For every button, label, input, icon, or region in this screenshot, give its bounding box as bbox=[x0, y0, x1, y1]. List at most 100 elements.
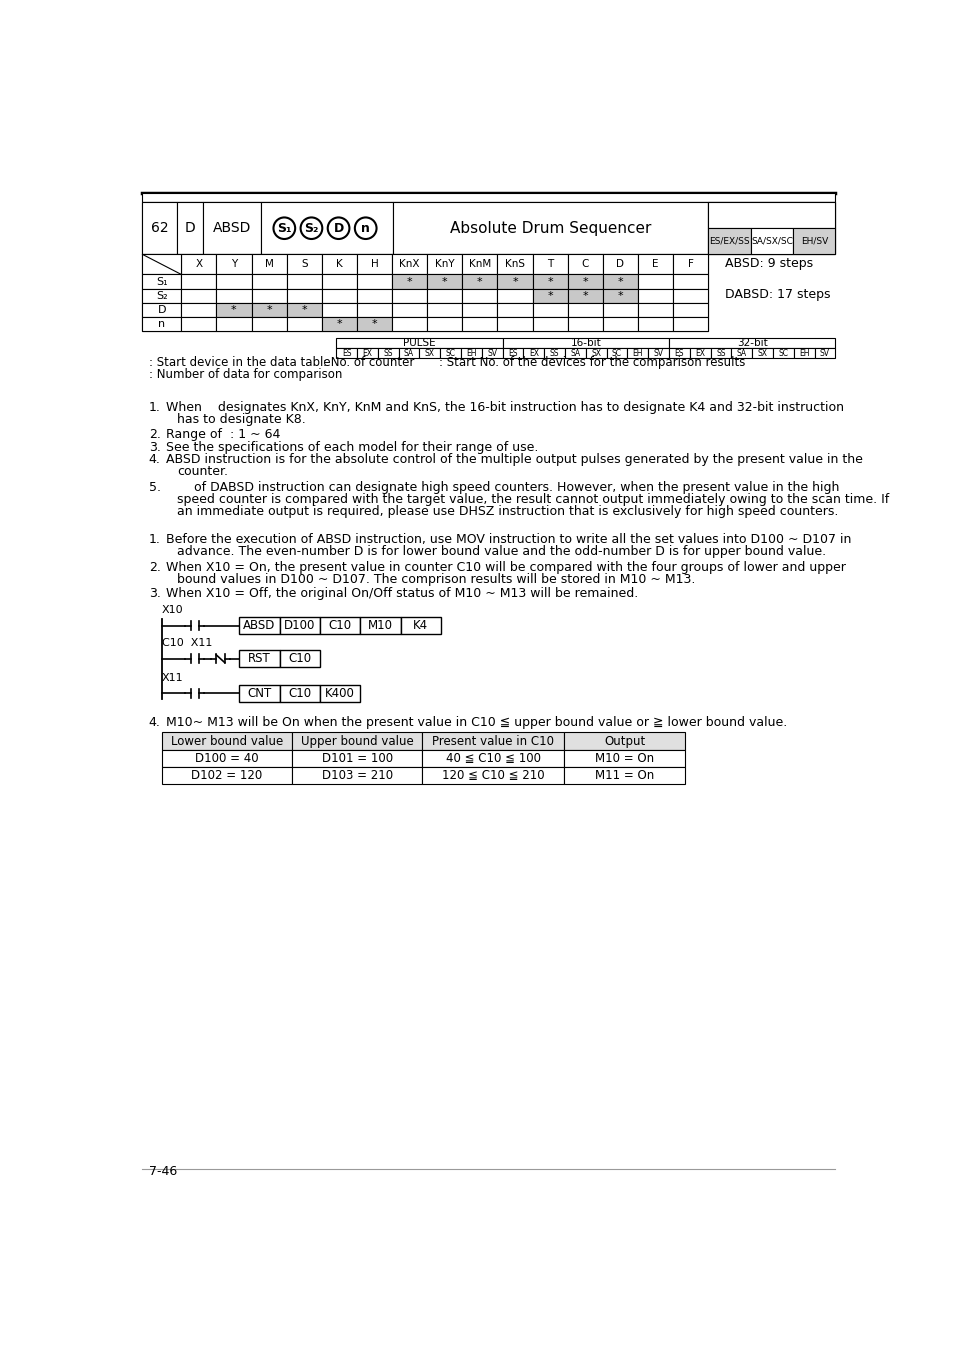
Text: When X10 = Off, the original On/Off status of M10 ~ M13 will be remained.: When X10 = Off, the original On/Off stat… bbox=[166, 587, 638, 599]
Text: EH: EH bbox=[632, 348, 642, 358]
Text: 32-bit: 32-bit bbox=[736, 339, 767, 348]
Bar bbox=[142, 202, 177, 254]
Text: SC: SC bbox=[778, 348, 787, 358]
Bar bbox=[216, 317, 252, 331]
Bar bbox=[427, 317, 462, 331]
Bar bbox=[427, 274, 462, 289]
Bar bbox=[627, 348, 647, 358]
Text: S₁: S₁ bbox=[276, 221, 292, 235]
Text: EH: EH bbox=[466, 348, 476, 358]
Text: ABSD: 9 steps: ABSD: 9 steps bbox=[724, 256, 813, 270]
Bar bbox=[335, 339, 502, 348]
Bar bbox=[216, 302, 252, 317]
Bar bbox=[177, 202, 203, 254]
Text: 1.: 1. bbox=[149, 533, 160, 547]
Text: counter.: counter. bbox=[177, 466, 228, 478]
Text: D100: D100 bbox=[284, 620, 315, 632]
Text: SA/SX/SC: SA/SX/SC bbox=[750, 236, 792, 246]
Text: SV: SV bbox=[819, 348, 829, 358]
Bar bbox=[252, 254, 286, 274]
Bar bbox=[793, 348, 814, 358]
Bar bbox=[602, 302, 638, 317]
Bar bbox=[392, 274, 427, 289]
Bar bbox=[673, 274, 707, 289]
Bar bbox=[567, 254, 602, 274]
Bar bbox=[462, 254, 497, 274]
Text: SS: SS bbox=[716, 348, 725, 358]
Text: SV: SV bbox=[653, 348, 663, 358]
Text: *: * bbox=[336, 320, 342, 329]
Bar bbox=[239, 684, 279, 702]
Text: Present value in C10: Present value in C10 bbox=[432, 734, 554, 748]
Text: M: M bbox=[264, 259, 274, 270]
Text: *: * bbox=[547, 277, 553, 286]
Bar bbox=[462, 289, 497, 302]
Text: 40 ≦ C10 ≦ 100: 40 ≦ C10 ≦ 100 bbox=[445, 752, 540, 765]
Text: 4.: 4. bbox=[149, 717, 160, 729]
Text: K: K bbox=[335, 259, 342, 270]
Text: M10~ M13 will be On when the present value in C10 ≦ upper bound value or ≧ lower: M10~ M13 will be On when the present val… bbox=[166, 717, 786, 729]
Text: 3.: 3. bbox=[149, 587, 160, 599]
Text: Before the execution of ABSD instruction, use MOV instruction to write all the s: Before the execution of ABSD instruction… bbox=[166, 533, 850, 547]
Bar bbox=[392, 254, 427, 274]
Text: KnS: KnS bbox=[504, 259, 524, 270]
Bar bbox=[532, 302, 567, 317]
Bar bbox=[707, 202, 835, 228]
Text: When X10 = On, the present value in counter C10 will be compared with the four g: When X10 = On, the present value in coun… bbox=[166, 560, 844, 574]
Text: *: * bbox=[617, 290, 622, 301]
Text: See the specifications of each model for their range of use.: See the specifications of each model for… bbox=[166, 440, 537, 454]
Bar bbox=[707, 228, 750, 254]
Bar bbox=[422, 767, 563, 784]
Bar bbox=[181, 302, 216, 317]
Text: 2.: 2. bbox=[149, 560, 160, 574]
Text: RST: RST bbox=[248, 652, 271, 666]
Bar bbox=[162, 732, 292, 751]
Bar bbox=[502, 339, 668, 348]
Bar bbox=[772, 348, 793, 358]
Text: When    designates KnX, KnY, KnM and KnS, the 16-bit instruction has to designat: When designates KnX, KnY, KnM and KnS, t… bbox=[166, 401, 842, 413]
Text: *: * bbox=[582, 290, 587, 301]
Bar bbox=[668, 339, 835, 348]
Bar bbox=[286, 317, 321, 331]
Text: M10: M10 bbox=[368, 620, 393, 632]
Bar bbox=[638, 302, 673, 317]
Text: has to designate K8.: has to designate K8. bbox=[177, 413, 306, 427]
Bar bbox=[602, 274, 638, 289]
Text: : Number of data for comparison: : Number of data for comparison bbox=[149, 369, 342, 381]
Bar bbox=[181, 317, 216, 331]
Text: H: H bbox=[370, 259, 378, 270]
Bar bbox=[462, 302, 497, 317]
Bar bbox=[638, 317, 673, 331]
Bar bbox=[392, 289, 427, 302]
Text: SX: SX bbox=[591, 348, 600, 358]
Bar bbox=[497, 254, 532, 274]
Text: X: X bbox=[195, 259, 202, 270]
Text: *: * bbox=[441, 277, 447, 286]
Text: T: T bbox=[546, 259, 553, 270]
Bar bbox=[673, 289, 707, 302]
Text: 16-bit: 16-bit bbox=[570, 339, 600, 348]
Text: ES: ES bbox=[508, 348, 517, 358]
Text: SV: SV bbox=[487, 348, 497, 358]
Text: ABSD: ABSD bbox=[243, 620, 275, 632]
Text: E: E bbox=[652, 259, 659, 270]
Text: C10: C10 bbox=[328, 620, 352, 632]
Text: *: * bbox=[372, 320, 376, 329]
Bar bbox=[563, 751, 684, 767]
Bar bbox=[181, 274, 216, 289]
Text: S₂: S₂ bbox=[304, 221, 318, 235]
Bar bbox=[321, 289, 356, 302]
Text: of DABSD instruction can designate high speed counters. However, when the presen: of DABSD instruction can designate high … bbox=[166, 481, 839, 494]
Text: X10: X10 bbox=[162, 605, 183, 614]
Bar bbox=[321, 254, 356, 274]
Text: SC: SC bbox=[612, 348, 621, 358]
Bar bbox=[292, 732, 422, 751]
Text: n: n bbox=[158, 320, 165, 329]
Text: PULSE: PULSE bbox=[403, 339, 436, 348]
Bar bbox=[162, 751, 292, 767]
Bar bbox=[335, 348, 356, 358]
Bar bbox=[216, 274, 252, 289]
Bar bbox=[567, 274, 602, 289]
Text: ES: ES bbox=[674, 348, 683, 358]
Bar bbox=[356, 348, 377, 358]
